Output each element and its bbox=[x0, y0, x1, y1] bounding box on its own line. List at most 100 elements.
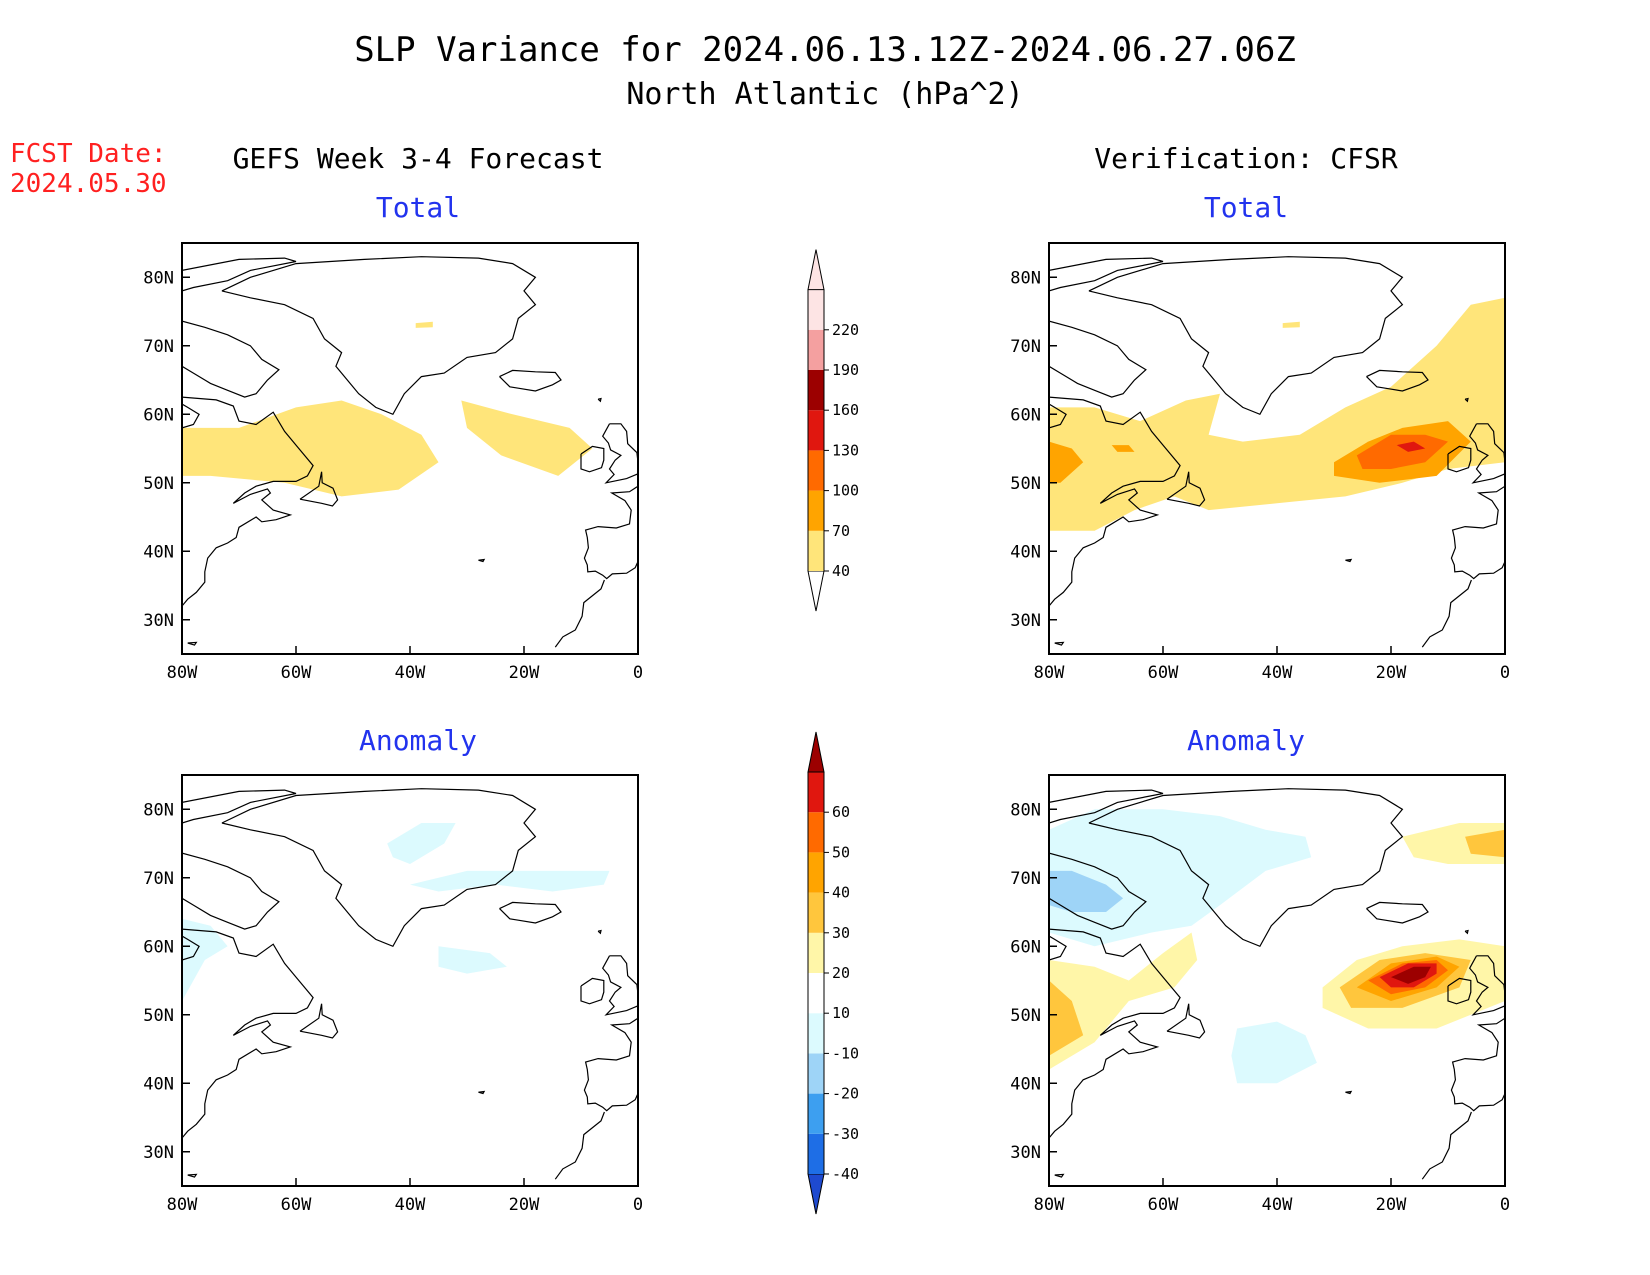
contour-region-70-100 bbox=[1111, 445, 1135, 452]
coastline bbox=[583, 1017, 638, 1112]
colorbar-swatch bbox=[808, 1013, 824, 1054]
colorbar-label: 10 bbox=[832, 1004, 850, 1022]
colorbar-label: 220 bbox=[832, 321, 859, 339]
coastline bbox=[1450, 485, 1505, 580]
fcst-date-value: 2024.05.30 bbox=[10, 169, 167, 199]
column-title-left: GEFS Week 3-4 Forecast bbox=[233, 142, 604, 175]
contour-region-10-20 bbox=[1049, 932, 1198, 1070]
coastline bbox=[478, 558, 486, 563]
x-tick-label: 40W bbox=[1262, 1195, 1293, 1215]
colorbar-label: 40 bbox=[832, 884, 850, 902]
x-tick-label: 80W bbox=[1034, 663, 1065, 683]
coastline bbox=[1054, 1173, 1065, 1178]
colorbar-swatch bbox=[808, 812, 824, 853]
colorbar-swatch bbox=[808, 329, 824, 370]
colorbar-swatch bbox=[808, 490, 824, 531]
coastline bbox=[1166, 471, 1206, 507]
coastline bbox=[182, 789, 297, 824]
colorbar-swatch bbox=[808, 932, 824, 973]
colorbar-total: 40 70 100 130 160 190 220 bbox=[807, 249, 859, 612]
x-tick-label: 20W bbox=[509, 663, 540, 683]
colorbar-label: 100 bbox=[832, 482, 859, 500]
colorbar-swatch bbox=[808, 852, 824, 893]
coastline bbox=[580, 977, 605, 1005]
contour-region--20--10 bbox=[410, 870, 610, 892]
contour-region-40-70 bbox=[461, 400, 593, 476]
coastline bbox=[1468, 423, 1505, 484]
y-tick-label: 40N bbox=[143, 542, 174, 562]
colorbar-swatch bbox=[808, 772, 824, 813]
coastline bbox=[1049, 935, 1067, 961]
x-tick-label: 20W bbox=[1376, 1195, 1407, 1215]
x-tick-label: 0 bbox=[633, 663, 643, 683]
x-tick-label: 40W bbox=[395, 663, 426, 683]
contour-region--20--10 bbox=[387, 823, 456, 864]
contour-region-20-30 bbox=[1049, 980, 1084, 1056]
colorbar-label: 190 bbox=[832, 361, 859, 379]
y-tick-label: 40N bbox=[143, 1074, 174, 1094]
coastline bbox=[478, 1090, 486, 1095]
colorbar-label: 50 bbox=[832, 843, 850, 861]
colorbar-swatch bbox=[808, 1133, 824, 1174]
coastline bbox=[1088, 788, 1404, 948]
x-tick-label: 20W bbox=[1376, 663, 1407, 683]
y-tick-label: 70N bbox=[143, 337, 174, 357]
y-tick-label: 40N bbox=[1010, 542, 1041, 562]
coastline bbox=[1166, 1003, 1206, 1039]
x-tick-label: 80W bbox=[1034, 1195, 1065, 1215]
contour-region-100-130 bbox=[1356, 434, 1448, 469]
contour-region-70-100 bbox=[1049, 441, 1084, 483]
colorbar-label: 40 bbox=[832, 562, 850, 580]
y-tick-label: 40N bbox=[1010, 1074, 1041, 1094]
coastline bbox=[1366, 901, 1429, 924]
colorbar-swatch bbox=[808, 450, 824, 491]
x-tick-label: 60W bbox=[1148, 1195, 1179, 1215]
x-tick-label: 60W bbox=[1148, 663, 1179, 683]
y-tick-label: 70N bbox=[1010, 869, 1041, 889]
contour-region-40-70 bbox=[182, 400, 439, 497]
coastline bbox=[1345, 558, 1353, 563]
contour-region-40-70 bbox=[1282, 321, 1300, 328]
coastline bbox=[1049, 928, 1181, 1139]
panel-title-cfsr-total: Total bbox=[1204, 191, 1288, 224]
x-tick-label: 0 bbox=[1500, 1195, 1510, 1215]
y-tick-label: 30N bbox=[1010, 611, 1041, 631]
colorbar-label: -20 bbox=[832, 1085, 859, 1103]
coastline bbox=[601, 955, 638, 1016]
x-tick-label: 0 bbox=[633, 1195, 643, 1215]
coastline bbox=[499, 901, 562, 924]
coastline bbox=[554, 1111, 605, 1180]
y-tick-label: 80N bbox=[143, 800, 174, 820]
y-tick-label: 30N bbox=[143, 1143, 174, 1163]
y-tick-label: 60N bbox=[1010, 405, 1041, 425]
x-tick-label: 80W bbox=[167, 663, 198, 683]
coastline bbox=[221, 256, 537, 416]
contour-region--20--10 bbox=[1049, 809, 1312, 947]
y-tick-label: 50N bbox=[1010, 474, 1041, 494]
coastline bbox=[1345, 1090, 1353, 1095]
y-tick-label: 30N bbox=[1010, 1143, 1041, 1163]
colorbar-extend-low bbox=[807, 1173, 825, 1215]
coastline bbox=[1049, 789, 1164, 824]
coastline bbox=[182, 257, 297, 292]
coastline bbox=[1447, 977, 1472, 1005]
coastline bbox=[1464, 929, 1469, 935]
colorbar-swatch bbox=[808, 530, 824, 571]
coastline bbox=[583, 485, 638, 580]
x-tick-label: 40W bbox=[1262, 663, 1293, 683]
x-tick-label: 20W bbox=[509, 1195, 540, 1215]
coastline bbox=[554, 579, 605, 648]
contour-region-40-70 bbox=[415, 321, 433, 328]
main-subtitle: North Atlantic (hPa^2) bbox=[626, 77, 1023, 112]
coastline bbox=[221, 788, 537, 948]
colorbar-swatch bbox=[808, 1053, 824, 1094]
coastline bbox=[299, 471, 339, 507]
coastline bbox=[1049, 852, 1147, 930]
coastline bbox=[1421, 1111, 1472, 1180]
x-tick-label: 40W bbox=[395, 1195, 426, 1215]
colorbar-label: 70 bbox=[832, 522, 850, 540]
y-tick-label: 80N bbox=[143, 268, 174, 288]
colorbar-label: -10 bbox=[832, 1044, 859, 1062]
y-tick-label: 60N bbox=[143, 405, 174, 425]
